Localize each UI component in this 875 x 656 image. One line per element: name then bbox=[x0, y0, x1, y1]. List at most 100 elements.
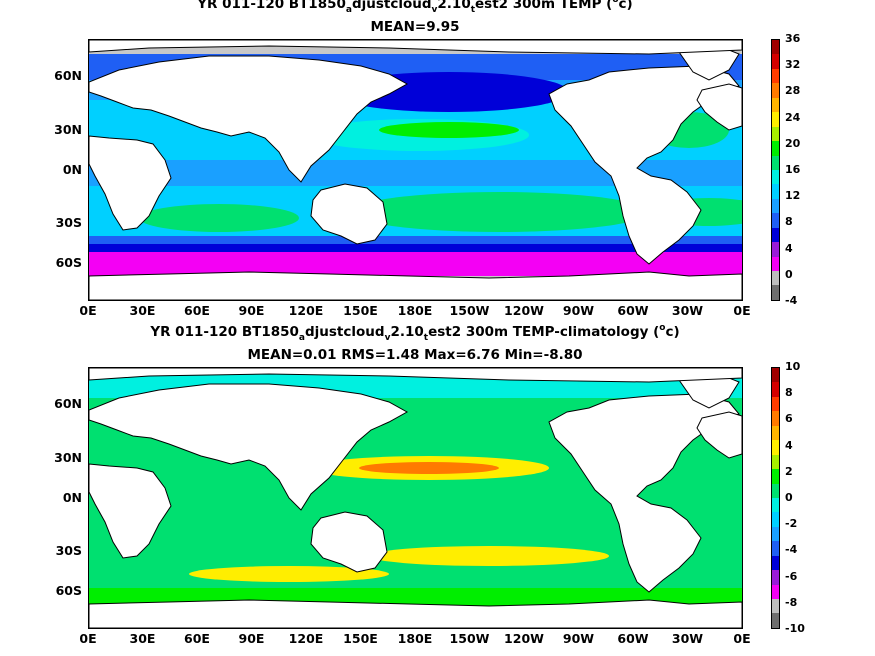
bottom-colorbar-tick: 10 bbox=[785, 360, 801, 373]
top-lon-label: 180E bbox=[397, 303, 433, 318]
title-text: YR 011-120 BT1850 bbox=[197, 0, 346, 12]
top-colorbar-tick: -4 bbox=[785, 294, 798, 307]
bottom-colorbar-swatch bbox=[772, 526, 779, 542]
top-colorbar-swatch bbox=[772, 184, 779, 199]
top-lat-label: 30N bbox=[54, 122, 82, 137]
bottom-colorbar-swatch bbox=[772, 599, 779, 614]
title-text: 2.10 bbox=[390, 324, 424, 340]
top-lon-label: 150W bbox=[449, 303, 490, 318]
top-colorbar-tick: 0 bbox=[785, 267, 793, 281]
bottom-lon-label: 0E bbox=[79, 631, 97, 646]
bottom-land-australia bbox=[310, 511, 388, 573]
bottom-lon-label: 0E bbox=[733, 631, 751, 646]
top-colorbar-swatch bbox=[772, 83, 779, 98]
bottom-lat-label: 60N bbox=[54, 396, 82, 411]
top-colorbar-swatch bbox=[772, 112, 779, 127]
bottom-lon-label: 150W bbox=[449, 631, 490, 646]
bottom-colorbar-tick: -8 bbox=[785, 595, 798, 609]
top-lon-label: 30E bbox=[129, 303, 156, 318]
top-colorbar-tick: 16 bbox=[785, 163, 801, 176]
bottom-colorbar-tick: 4 bbox=[785, 438, 793, 452]
top-lon-label: 120E bbox=[288, 303, 324, 318]
bottom-lat-label: 0N bbox=[62, 490, 82, 505]
title-subscript: t bbox=[470, 5, 476, 15]
top-colorbar-tick: 12 bbox=[785, 189, 801, 203]
title-text: YR 011-120 BT1850 bbox=[150, 324, 299, 340]
title-subscript: a bbox=[298, 333, 305, 343]
bottom-colorbar-swatch bbox=[772, 425, 779, 441]
title-text: djustcloud bbox=[351, 0, 432, 12]
title-superscript: o bbox=[659, 323, 666, 333]
bottom-lon-label: 90W bbox=[562, 631, 595, 646]
bottom-land-arctic bbox=[89, 368, 742, 383]
bottom-sind-warm bbox=[189, 566, 389, 582]
bottom-land-americas bbox=[548, 393, 740, 593]
bottom-lon-label: 120E bbox=[288, 631, 324, 646]
top-colorbar-swatch bbox=[772, 285, 779, 300]
bottom-panel-stats: MEAN=0.01 RMS=1.48 Max=6.76 Min=-8.80 bbox=[247, 347, 583, 363]
top-colorbar-swatch bbox=[772, 256, 779, 271]
top-colorbar-tick: 20 bbox=[785, 136, 801, 150]
bottom-colorbar-swatch bbox=[772, 469, 779, 484]
bottom-lat-label: 60S bbox=[55, 583, 82, 598]
top-lon-label: 120W bbox=[504, 303, 544, 318]
top-colorbar-swatch bbox=[772, 54, 779, 69]
top-colorbar-swatch bbox=[772, 97, 779, 113]
bottom-colorbar-tick: 2 bbox=[785, 464, 793, 478]
title-subscript: t bbox=[423, 333, 429, 343]
bottom-colorbar-tick: -2 bbox=[785, 517, 798, 531]
top-lon-label: 90W bbox=[562, 303, 595, 318]
top-land-australia bbox=[310, 183, 388, 245]
top-lat-label: 0N bbox=[62, 162, 82, 177]
top-colorbar-swatch bbox=[772, 155, 779, 170]
bottom-lat-label: 30N bbox=[54, 450, 82, 465]
top-colorbar-tick: 8 bbox=[785, 215, 793, 229]
top-lon-label: 150E bbox=[343, 303, 378, 318]
top-colorbar-swatch bbox=[772, 68, 779, 84]
top-lon-label: 60W bbox=[617, 303, 649, 318]
top-land-eurasia bbox=[89, 55, 409, 183]
bottom-land-antarctica bbox=[89, 599, 742, 628]
bottom-lon-label: 30W bbox=[671, 631, 704, 646]
bottom-npac-hot bbox=[359, 462, 499, 474]
title-subscript: v bbox=[431, 5, 438, 15]
top-colorbar-swatch bbox=[772, 242, 779, 257]
bottom-lat-label: 30S bbox=[55, 543, 82, 558]
title-text: c) bbox=[665, 324, 680, 340]
top-colorbar-swatch bbox=[772, 40, 779, 55]
top-colorbar-swatch bbox=[772, 271, 779, 286]
bottom-anomaly-map bbox=[88, 367, 743, 629]
title-subscript: a bbox=[345, 5, 352, 15]
bottom-lon-label: 180E bbox=[397, 631, 433, 646]
bottom-colorbar-swatch bbox=[772, 368, 779, 383]
bottom-colorbar-tick: 0 bbox=[785, 491, 793, 504]
title-text: est2 300m TEMP ( bbox=[475, 0, 613, 12]
top-colorbar bbox=[771, 39, 780, 301]
bottom-colorbar-tick: 6 bbox=[785, 412, 793, 426]
top-npac-warm bbox=[379, 122, 519, 138]
bottom-lon-label: 90E bbox=[238, 631, 265, 646]
title-superscript: o bbox=[612, 0, 619, 5]
top-colorbar-tick: 36 bbox=[785, 32, 801, 45]
top-indian-gyre bbox=[139, 204, 299, 232]
top-colorbar-swatch bbox=[772, 227, 779, 243]
bottom-colorbar-tick: -4 bbox=[785, 543, 798, 557]
bottom-colorbar-swatch bbox=[772, 411, 779, 426]
bottom-panel-title: YR 011-120 BT1850adjustcloudv2.10test2 3… bbox=[0, 323, 830, 343]
top-colorbar-swatch bbox=[772, 198, 779, 214]
bottom-colorbar-swatch bbox=[772, 497, 779, 513]
bottom-lon-label: 60W bbox=[617, 631, 649, 646]
bottom-colorbar-swatch bbox=[772, 541, 779, 556]
title-text: est2 300m TEMP-climatology ( bbox=[428, 324, 660, 340]
bottom-land-africa bbox=[89, 463, 172, 559]
bottom-colorbar-swatch bbox=[772, 613, 779, 628]
top-lat-label: 30S bbox=[55, 215, 82, 230]
bottom-colorbar-swatch bbox=[772, 396, 779, 412]
bottom-colorbar-tick: 8 bbox=[785, 386, 793, 400]
title-text: 2.10 bbox=[437, 0, 471, 12]
top-land-arctic bbox=[89, 40, 742, 55]
top-land-antarctica bbox=[89, 271, 742, 300]
top-lon-label: 30W bbox=[671, 303, 704, 318]
bottom-lon-label: 30E bbox=[129, 631, 156, 646]
title-text: djustcloud bbox=[305, 324, 385, 340]
